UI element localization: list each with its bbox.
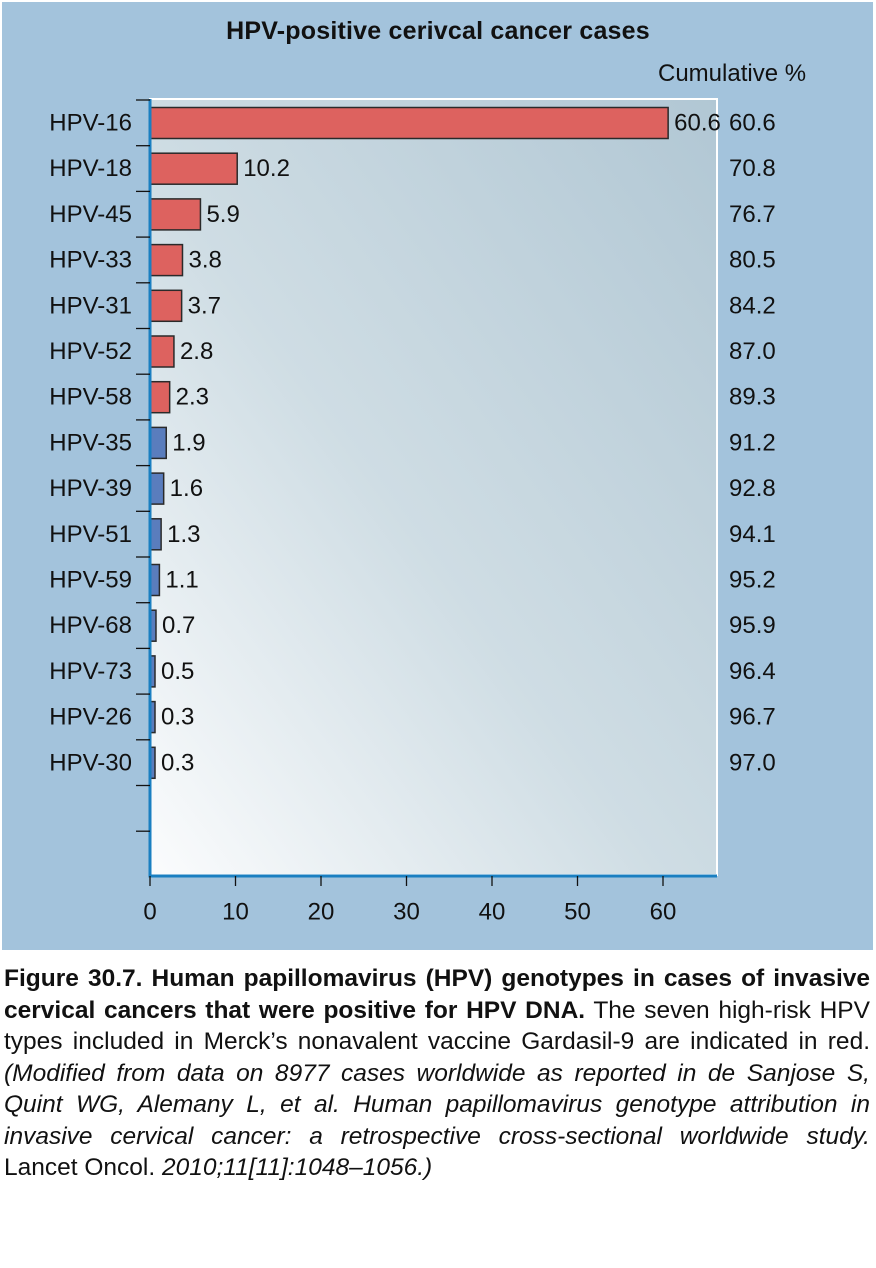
data-label: 2.8 (180, 338, 213, 365)
category-label: HPV-45 (49, 201, 132, 228)
category-label: HPV-16 (49, 110, 132, 137)
cumulative-value: 96.4 (729, 658, 776, 685)
bar-hpv-52 (149, 335, 175, 368)
cumulative-value: 84.2 (729, 292, 776, 319)
bar-hpv-51 (149, 518, 162, 551)
bar-hpv-18 (149, 152, 238, 185)
caption-bold: Figure 30.7. Human papillomavirus (HPV) … (4, 965, 870, 1024)
x-tick-label: 60 (650, 899, 677, 926)
data-label: 1.3 (167, 521, 200, 548)
data-label: 3.7 (188, 292, 221, 319)
caption-citation-end: 2010;11[11]:1048–1056.) (161, 1154, 433, 1181)
data-label: 1.1 (165, 567, 198, 594)
cumulative-value: 97.0 (729, 749, 776, 776)
bar-chart: HPV-16 60.6 60.6 HPV-18 10.2 70.8 HPV-45 5.9 76.… (49, 98, 776, 926)
category-label: HPV-35 (49, 429, 132, 456)
bar-hpv-45 (149, 198, 202, 231)
data-label: 60.6 (674, 110, 721, 137)
category-label: HPV-18 (49, 155, 132, 182)
category-label: HPV-58 (49, 384, 132, 411)
caption-text: The seven high-risk HPV types included i… (4, 996, 870, 1056)
bar-hpv-33 (149, 243, 184, 277)
category-label: HPV-68 (49, 612, 132, 639)
category-label: HPV-33 (49, 247, 132, 274)
cumulative-value: 60.6 (729, 110, 776, 137)
data-label: 0.5 (161, 658, 194, 685)
data-label: 0.3 (161, 749, 194, 776)
x-tick-label: 40 (479, 899, 506, 926)
data-label: 2.3 (176, 384, 209, 411)
x-tick-label: 0 (143, 899, 156, 926)
category-label: HPV-51 (49, 521, 132, 548)
category-label: HPV-73 (49, 658, 132, 685)
category-label: HPV-59 (49, 567, 132, 594)
x-tick-label: 50 (564, 899, 591, 926)
cumulative-value: 96.7 (729, 704, 776, 731)
cumulative-header: Cumulative % (658, 60, 807, 87)
category-label: HPV-52 (49, 338, 132, 365)
caption-journal: Lancet Oncol. (4, 1154, 162, 1181)
data-label: 0.3 (161, 704, 194, 731)
cumulative-value: 91.2 (729, 429, 776, 456)
cumulative-value: 95.9 (729, 612, 776, 639)
caption-citation: (Modified from data on 8977 cases worldw… (4, 1059, 870, 1150)
x-tick-label: 30 (393, 899, 420, 926)
cumulative-value: 80.5 (729, 247, 776, 274)
category-label: HPV-31 (49, 292, 132, 319)
data-label: 10.2 (243, 155, 290, 182)
cumulative-value: 95.2 (729, 567, 776, 594)
x-tick-label: 20 (308, 899, 335, 926)
bar-hpv-16 (149, 106, 669, 140)
category-label: HPV-26 (49, 704, 132, 731)
cumulative-value: 76.7 (729, 201, 776, 228)
plot-area (149, 98, 718, 876)
bar-hpv-58 (149, 380, 171, 414)
cumulative-value: 70.8 (729, 155, 776, 182)
cumulative-value: 94.1 (729, 521, 776, 548)
category-label: HPV-39 (49, 475, 132, 502)
chart-title: HPV-positive cerivcal cancer cases (226, 17, 650, 45)
data-label: 1.9 (172, 429, 205, 456)
figure-caption: Figure 30.7. Human papillomavirus (HPV) … (4, 963, 870, 1184)
data-label: 0.7 (162, 612, 195, 639)
data-label: 3.8 (188, 247, 221, 274)
cumulative-value: 92.8 (729, 475, 776, 502)
data-label: 5.9 (206, 201, 239, 228)
category-label: HPV-30 (49, 749, 132, 776)
bar-hpv-35 (149, 426, 167, 460)
bar-hpv-31 (149, 289, 183, 323)
cumulative-value: 87.0 (729, 338, 776, 365)
x-tick-label: 10 (222, 899, 249, 926)
data-label: 1.6 (170, 475, 203, 502)
cumulative-value: 89.3 (729, 384, 776, 411)
bar-hpv-39 (149, 472, 165, 505)
